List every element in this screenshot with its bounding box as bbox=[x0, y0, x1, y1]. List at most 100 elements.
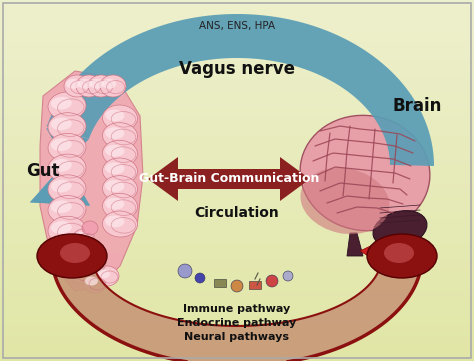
Bar bbox=[0, 318, 474, 320]
Bar bbox=[0, 277, 474, 279]
Bar bbox=[0, 274, 474, 277]
Bar bbox=[176, 169, 282, 189]
Text: Gut-Brain Communication: Gut-Brain Communication bbox=[139, 173, 319, 186]
Bar bbox=[0, 291, 474, 293]
Bar bbox=[0, 116, 474, 118]
Bar bbox=[0, 48, 474, 51]
Ellipse shape bbox=[51, 242, 72, 255]
Bar bbox=[0, 22, 474, 24]
Ellipse shape bbox=[51, 138, 72, 151]
Bar bbox=[0, 152, 474, 154]
Bar bbox=[0, 224, 474, 226]
Bar bbox=[0, 68, 474, 70]
Bar bbox=[0, 17, 474, 19]
Bar bbox=[0, 221, 474, 224]
Polygon shape bbox=[52, 256, 422, 361]
Ellipse shape bbox=[76, 75, 102, 97]
Ellipse shape bbox=[105, 162, 124, 174]
Ellipse shape bbox=[100, 75, 126, 97]
Bar bbox=[0, 12, 474, 14]
Bar bbox=[0, 29, 474, 31]
Ellipse shape bbox=[74, 232, 86, 240]
Bar bbox=[0, 282, 474, 284]
Bar bbox=[0, 284, 474, 286]
Ellipse shape bbox=[37, 234, 107, 278]
Ellipse shape bbox=[105, 145, 124, 157]
Bar bbox=[0, 7, 474, 10]
Bar bbox=[0, 82, 474, 84]
Bar bbox=[0, 176, 474, 178]
Bar bbox=[0, 289, 474, 291]
Bar bbox=[0, 149, 474, 152]
Ellipse shape bbox=[102, 158, 137, 184]
Ellipse shape bbox=[64, 75, 90, 97]
Polygon shape bbox=[30, 166, 90, 205]
Bar bbox=[0, 94, 474, 96]
Bar bbox=[0, 190, 474, 192]
Bar bbox=[0, 84, 474, 87]
Bar bbox=[0, 339, 474, 342]
Bar bbox=[0, 226, 474, 229]
Bar bbox=[0, 286, 474, 289]
Bar bbox=[0, 99, 474, 101]
Ellipse shape bbox=[48, 154, 86, 182]
Bar bbox=[0, 10, 474, 12]
Bar bbox=[0, 101, 474, 104]
Bar bbox=[0, 178, 474, 180]
Ellipse shape bbox=[105, 180, 124, 192]
Bar bbox=[0, 108, 474, 111]
Ellipse shape bbox=[105, 216, 124, 227]
Bar bbox=[0, 219, 474, 221]
Bar bbox=[0, 185, 474, 188]
Ellipse shape bbox=[51, 180, 72, 192]
Bar bbox=[0, 200, 474, 202]
Circle shape bbox=[195, 273, 205, 283]
Bar bbox=[0, 205, 474, 207]
Bar bbox=[0, 89, 474, 91]
Bar bbox=[0, 46, 474, 48]
Bar bbox=[0, 202, 474, 205]
Ellipse shape bbox=[102, 211, 137, 237]
Bar bbox=[0, 144, 474, 147]
Bar bbox=[0, 207, 474, 209]
Bar bbox=[0, 173, 474, 176]
Ellipse shape bbox=[102, 193, 137, 219]
Ellipse shape bbox=[76, 242, 98, 260]
Bar bbox=[0, 337, 474, 339]
Bar bbox=[0, 354, 474, 356]
Bar bbox=[0, 327, 474, 330]
Bar bbox=[0, 310, 474, 313]
Ellipse shape bbox=[90, 79, 104, 89]
Bar bbox=[0, 315, 474, 318]
Bar bbox=[0, 164, 474, 166]
Bar bbox=[0, 60, 474, 62]
Bar bbox=[0, 320, 474, 322]
Bar bbox=[0, 55, 474, 58]
Bar bbox=[0, 243, 474, 245]
Bar bbox=[0, 142, 474, 144]
Bar bbox=[0, 192, 474, 195]
Bar bbox=[0, 58, 474, 60]
Ellipse shape bbox=[102, 105, 137, 131]
Ellipse shape bbox=[72, 229, 94, 247]
Ellipse shape bbox=[301, 168, 390, 234]
Ellipse shape bbox=[73, 268, 86, 277]
Bar bbox=[0, 104, 474, 106]
Bar bbox=[0, 113, 474, 116]
Bar bbox=[0, 118, 474, 120]
Bar bbox=[0, 75, 474, 77]
Bar bbox=[0, 70, 474, 72]
Ellipse shape bbox=[88, 75, 114, 97]
Bar bbox=[0, 248, 474, 250]
Text: Endocrine pathway: Endocrine pathway bbox=[177, 318, 297, 328]
Bar bbox=[0, 91, 474, 94]
Bar bbox=[0, 62, 474, 65]
Bar bbox=[0, 293, 474, 296]
Circle shape bbox=[231, 280, 243, 292]
Bar bbox=[0, 43, 474, 46]
Bar bbox=[0, 169, 474, 171]
Bar bbox=[0, 96, 474, 99]
Ellipse shape bbox=[51, 118, 72, 130]
Ellipse shape bbox=[300, 116, 430, 231]
Bar bbox=[0, 120, 474, 123]
